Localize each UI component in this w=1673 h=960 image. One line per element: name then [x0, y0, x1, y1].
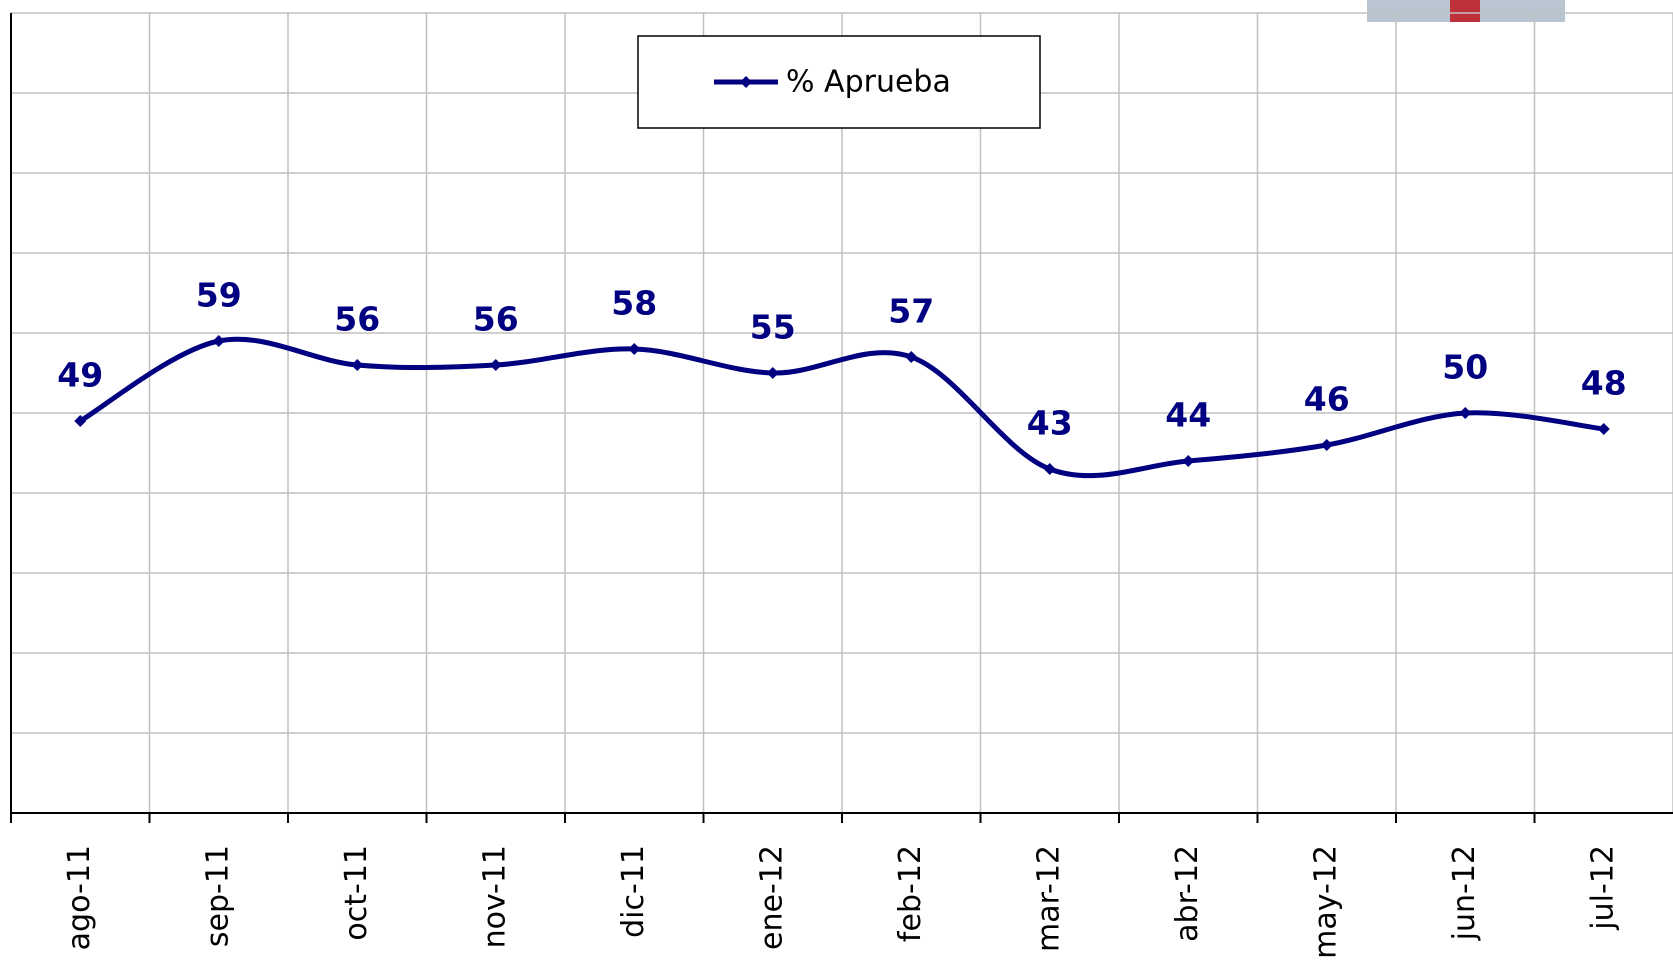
data-label: 56 [334, 300, 380, 339]
data-label: 59 [196, 276, 242, 315]
legend-marker [740, 76, 752, 88]
point-marker [74, 415, 87, 427]
x-tick-label: sep-11 [200, 845, 235, 947]
x-tick-label: jul-12 [1585, 845, 1620, 931]
x-tick-label: may-12 [1308, 845, 1343, 959]
data-label: 46 [1304, 380, 1350, 419]
x-tick-label: jun-12 [1447, 845, 1482, 941]
x-tick-label: mar-12 [1031, 845, 1066, 952]
point-marker [1597, 423, 1610, 435]
point-marker [628, 343, 641, 355]
x-tick-label: nov-11 [477, 845, 512, 948]
data-label: 44 [1165, 396, 1211, 435]
point-marker [1182, 455, 1195, 467]
point-marker [766, 367, 779, 379]
data-label: 58 [611, 284, 657, 323]
data-label: 49 [57, 356, 103, 395]
point-marker [1459, 407, 1472, 419]
legend: % Aprueba [637, 35, 1041, 129]
plot-area: ago-11 sep-11 oct-11 nov-11 dic-11 ene-12 feb-… [10, 12, 1673, 959]
data-label: 50 [1442, 348, 1488, 387]
legend-box [637, 35, 1041, 129]
point-marker [1320, 439, 1333, 451]
point-marker [905, 351, 918, 363]
point-marker [489, 359, 502, 371]
x-tick-label: ago-11 [62, 845, 97, 950]
data-label: 56 [473, 300, 519, 339]
data-label: 48 [1581, 364, 1627, 403]
x-tick-label: abr-12 [1170, 845, 1205, 942]
x-tick-label: oct-11 [339, 845, 374, 941]
x-tick-label: dic-11 [616, 845, 651, 938]
point-marker [351, 359, 364, 371]
x-tick-label: feb-12 [893, 845, 928, 942]
data-label: 57 [888, 292, 934, 331]
data-label: 55 [750, 308, 796, 347]
photo-fragment-detail [1450, 0, 1480, 22]
data-label: 43 [1027, 404, 1073, 443]
point-marker [212, 335, 225, 347]
x-tick-label: ene-12 [754, 845, 789, 950]
legend-label: % Aprueba [786, 65, 951, 100]
point-marker [1043, 463, 1056, 475]
